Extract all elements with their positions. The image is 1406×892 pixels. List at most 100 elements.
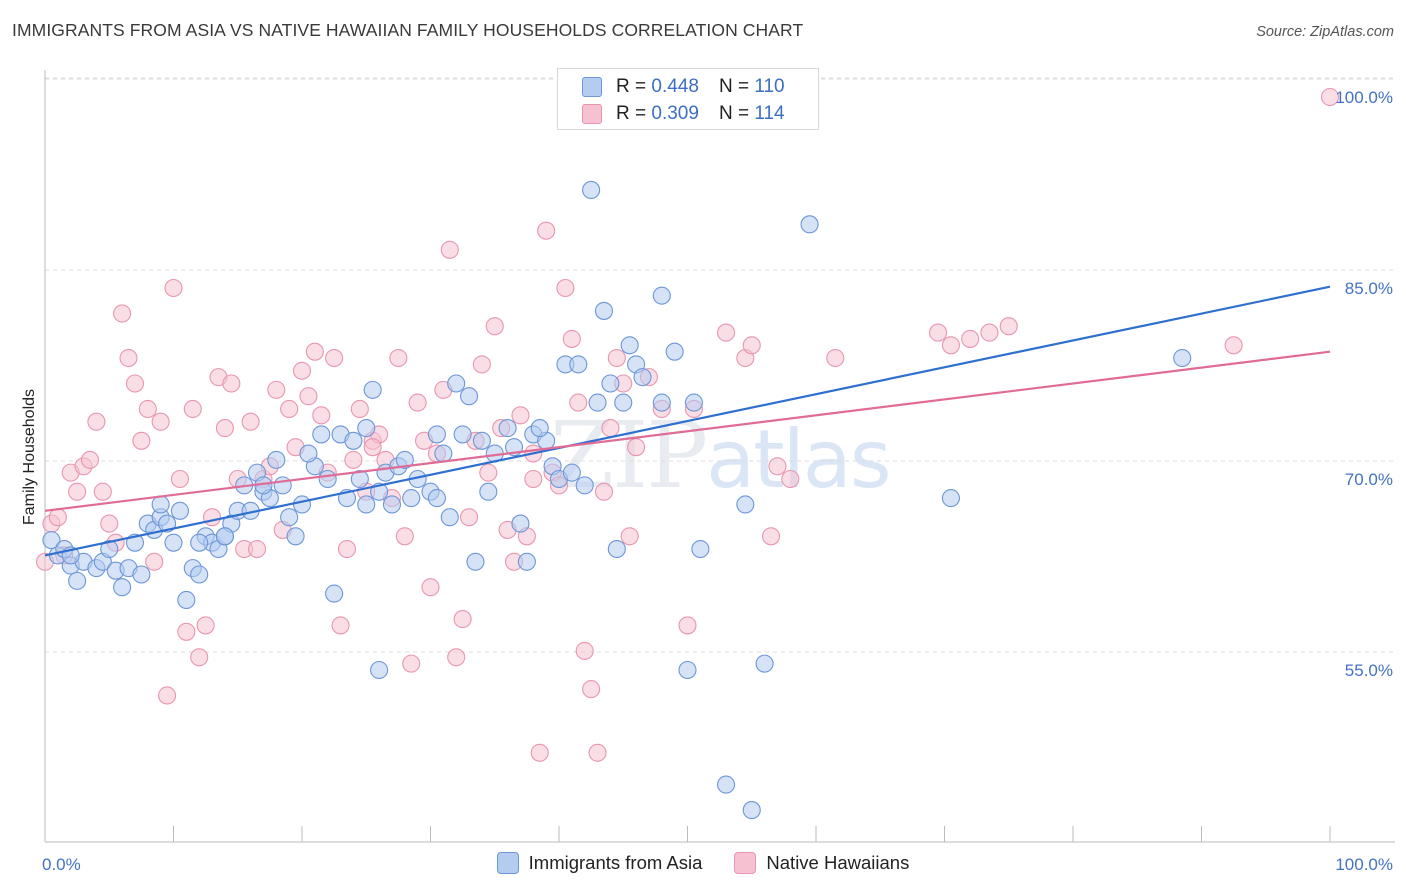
asia-swatch [582,77,602,97]
hawaiian-point [312,406,331,425]
hawaiian-point [177,622,196,641]
asia-point [113,578,132,597]
stats-legend-row-asia: R = 0.448 N = 110 [582,74,785,100]
asia-point [716,775,736,794]
asia-point [434,444,453,463]
source-credit: Source: ZipAtlas.com [1256,24,1394,40]
asia-point [691,539,710,559]
hawaiian-point [1224,336,1243,355]
asia-point [273,476,292,495]
hawaiian-point [350,399,369,419]
asia-point [344,431,363,450]
asia-point [569,355,588,374]
hawaiian-point [582,680,601,699]
hawaiian-point [344,450,363,469]
asia-trend-line [44,285,1331,557]
hawaiian-point [485,317,504,336]
asia-point [132,565,151,584]
asia-point [292,495,312,514]
asia-point [511,514,530,533]
asia-point [620,336,639,355]
hawaiian-point [100,514,119,533]
r-label: R = [616,76,647,97]
hawaiian-point [530,743,549,762]
legend-item-asia[interactable]: Immigrants from Asia [496,852,702,874]
hawaiian-point [569,393,588,412]
hawaiian-point [588,743,607,762]
hawaiian-point [826,348,845,368]
asia-point [440,508,459,527]
asia-point [190,533,209,552]
asia-point [755,654,774,673]
r-value: 0.448 [651,76,699,97]
asia-point [427,489,446,508]
hawaiian-point [678,616,697,635]
hawaiian-point [113,304,132,323]
hawaiian-point [190,648,209,667]
hawaiian-point [299,387,318,406]
hawaiian-point [537,221,556,240]
hawaiian-point [395,527,414,546]
r-value: 0.309 [651,103,699,124]
asia-point [318,469,337,489]
y-tick-label: 100.0% [1335,88,1393,107]
asia-point [68,571,87,590]
hawaiian-point [203,508,222,527]
hawaiian-point [215,419,234,438]
hawaiian-point [158,686,177,705]
asia-point [1173,348,1192,368]
hawaiian-point [125,374,144,393]
r-label: R = [616,103,647,124]
x-tick-label: 100.0% [1335,855,1393,874]
asia-point [588,393,607,412]
asia-point [479,482,498,501]
asia-point [742,801,761,820]
hawaiian-point [601,419,620,438]
hawaiian-point [292,361,312,380]
hawaiian-point [479,463,498,482]
asia-point [312,425,331,444]
asia-point [100,539,119,559]
asia-point [607,539,626,559]
stats-legend: R = 0.448 N = 110 R = 0.309 N = 114 [557,68,819,130]
hawaiian-point [145,552,164,571]
hawaiian-point [241,412,260,431]
hawaiian-point [447,648,466,667]
hawaiian-point [594,482,614,501]
asia-point [215,527,234,546]
hawaiian-point [402,654,421,673]
n-value: 114 [754,103,785,124]
grid-lines [45,77,1395,653]
hawaiian-point [222,374,241,393]
asia-point [601,374,620,393]
hawaiian-point [472,355,491,374]
axis-labels: 55.0% 70.0% 85.0% 100.0% 0.0% 100.0% Family Ho… [21,88,1393,874]
chart-title: IMMIGRANTS FROM ASIA VS NATIVE HAWAIIAN … [12,20,804,40]
asia-point [427,425,446,444]
asia-point [350,469,369,489]
hawaiian-point [556,278,575,298]
asia-point [466,552,485,571]
asia-swatch [496,852,519,874]
hawaiian-point [48,508,67,527]
hawaiian-point [716,323,736,342]
asia-point [357,419,376,438]
legend-item-hawaiian[interactable]: Native Hawaiians [734,852,909,874]
hawaiian-point [280,399,299,419]
asia-point [299,444,318,463]
asia-point [459,387,479,406]
asia-point [652,286,671,305]
asia-point [453,425,472,444]
hawaiian-point [68,482,87,501]
asia-point [42,531,61,550]
y-tick-label: 85.0% [1345,279,1393,298]
hawaiian-point [337,539,357,559]
asia-point [652,393,671,412]
asia-point [472,431,491,450]
hawaiian-point [331,616,350,635]
hawaiian-point [305,342,324,361]
asia-point [363,380,382,399]
asia-point [151,495,170,514]
asia-point [582,180,601,200]
hawaiian-point [440,240,459,259]
